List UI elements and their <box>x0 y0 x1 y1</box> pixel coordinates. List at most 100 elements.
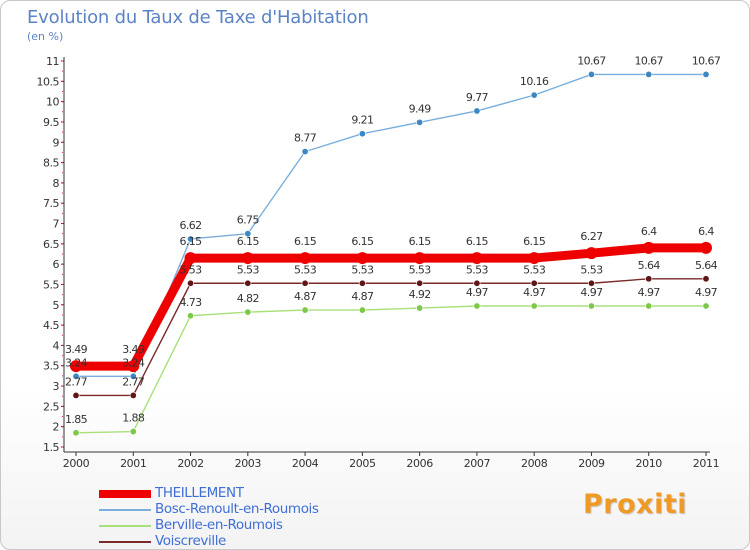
data-point <box>70 360 82 373</box>
data-point <box>413 252 426 265</box>
data-label: 4.87 <box>294 290 317 303</box>
y-tick-label: 5 <box>53 299 60 312</box>
data-label: 6.75 <box>237 214 260 227</box>
data-point <box>416 279 424 287</box>
x-tick-label: 2009 <box>578 457 605 470</box>
data-point <box>244 308 252 316</box>
data-label: 3.49 <box>65 343 88 356</box>
data-label: 2.77 <box>65 375 88 388</box>
data-label: 9.21 <box>351 114 373 127</box>
data-point <box>127 360 140 373</box>
y-tick-label: 8.5 <box>43 157 59 170</box>
y-tick-label: 2.5 <box>43 400 59 413</box>
x-tick-label: 2003 <box>235 457 262 470</box>
data-label: 5.53 <box>580 263 603 276</box>
x-tick-label: 2005 <box>349 457 376 470</box>
data-label: 6.62 <box>179 219 201 232</box>
y-tick-label: 9 <box>53 136 60 149</box>
data-label: 4.97 <box>695 286 718 299</box>
series-line <box>76 278 706 397</box>
data-label: 6.15 <box>523 235 546 248</box>
x-tick-label: 2007 <box>464 457 491 470</box>
data-point <box>72 372 80 380</box>
data-point <box>241 252 254 265</box>
data-point <box>129 372 137 380</box>
x-tick-label: 2011 <box>693 457 719 470</box>
data-point <box>184 252 197 265</box>
x-tick-label: 2004 <box>292 457 319 470</box>
data-point <box>702 275 710 283</box>
data-label: 5.64 <box>695 259 718 272</box>
data-label: 4.97 <box>638 286 661 299</box>
data-label: 4.97 <box>466 286 489 299</box>
data-point <box>244 279 252 287</box>
y-tick-label: 2 <box>53 421 60 434</box>
y-tick-label: 11 <box>46 55 59 68</box>
data-point <box>530 302 538 310</box>
y-tick-label: 3 <box>53 380 60 393</box>
data-label: 5.53 <box>294 263 317 276</box>
legend-label: Voiscreville <box>155 533 226 549</box>
data-point <box>585 247 598 260</box>
data-label: 5.53 <box>237 263 260 276</box>
y-tick-label: 6 <box>53 258 60 271</box>
data-label: 9.77 <box>466 91 489 104</box>
data-point <box>299 252 312 265</box>
data-point <box>470 252 483 265</box>
data-point <box>473 302 481 310</box>
data-point <box>129 428 137 436</box>
data-point <box>416 118 424 126</box>
data-point <box>528 252 541 265</box>
data-point <box>587 279 595 287</box>
y-tick-label: 4 <box>53 339 60 352</box>
data-point <box>530 279 538 287</box>
data-label: 4.97 <box>523 286 546 299</box>
legend-swatch <box>99 490 151 498</box>
series-line <box>76 243 706 371</box>
y-tick-label: 7.5 <box>43 197 59 210</box>
data-point <box>416 304 424 312</box>
x-tick-label: 2010 <box>636 457 663 470</box>
legend-swatch <box>99 509 151 511</box>
data-label: 6.15 <box>466 235 489 248</box>
y-tick-label: 4.5 <box>43 319 59 332</box>
line-chart: 1.5 2 2.5 3 3.5 4 4.5 5 5.5 6 6.5 7 7.5 8 8.5 9 9.5 10 10.… <box>37 54 722 470</box>
data-label: 2.77 <box>122 375 145 388</box>
y-tick-label: 8 <box>53 177 60 190</box>
legend-swatch <box>99 525 151 527</box>
data-point <box>358 306 366 314</box>
x-tick-label: 2001 <box>120 457 146 470</box>
y-tick-label: 3.5 <box>43 360 59 373</box>
chart-subtitle: (en %) <box>27 30 64 43</box>
data-point <box>301 148 309 156</box>
data-point <box>473 107 481 115</box>
data-label: 4.87 <box>351 290 374 303</box>
data-label: 4.92 <box>409 288 431 301</box>
data-label: 6.15 <box>294 235 317 248</box>
data-label: 9.49 <box>409 102 432 115</box>
chart-title: Evolution du Taux de Taxe d'Habitation <box>27 7 369 28</box>
data-point <box>358 279 366 287</box>
data-point <box>187 279 195 287</box>
data-point <box>473 279 481 287</box>
data-point <box>702 70 710 78</box>
data-point <box>72 391 80 399</box>
data-point <box>129 391 137 399</box>
y-tick-label: 6.5 <box>43 238 59 251</box>
data-point <box>187 235 195 243</box>
data-label: 3.24 <box>122 356 145 369</box>
data-point <box>700 241 712 254</box>
brand-logo: Proxiti <box>583 489 687 520</box>
series-lines <box>75 73 706 434</box>
data-label: 6.15 <box>351 235 374 248</box>
data-point <box>645 275 653 283</box>
data-point <box>244 230 252 238</box>
y-tick-label: 9.5 <box>43 116 59 129</box>
x-tick-label: 2006 <box>406 457 433 470</box>
data-label: 1.88 <box>122 412 145 425</box>
data-label: 4.82 <box>237 292 259 305</box>
data-label: 4.97 <box>580 286 603 299</box>
data-point <box>702 302 710 310</box>
data-label: 5.53 <box>409 263 432 276</box>
